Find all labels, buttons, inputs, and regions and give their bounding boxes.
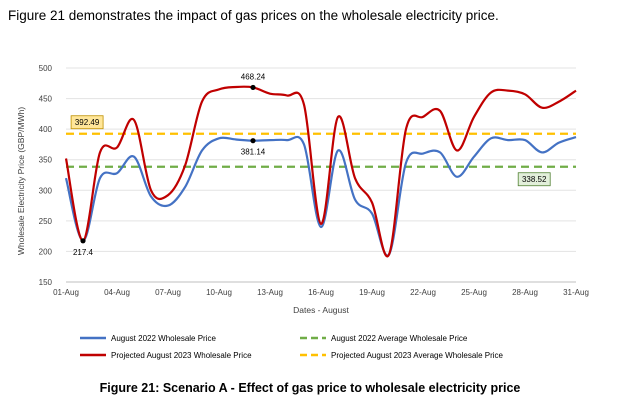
x-tick-label: 25-Aug bbox=[461, 288, 487, 297]
line-chart: 150 200 250 300 350 400 450 500 01-Aug 04-Aug 07-… bbox=[16, 64, 589, 360]
y-tick-label: 150 bbox=[39, 278, 53, 287]
callout-label: 392.49 bbox=[75, 118, 100, 127]
figure-caption: Figure 21: Scenario A - Effect of gas pr… bbox=[99, 381, 521, 395]
legend-label: August 2022 Average Wholesale Price bbox=[331, 334, 468, 343]
callout-label: 338.52 bbox=[522, 175, 547, 184]
intro-text: Figure 21 demonstrates the impact of gas… bbox=[8, 8, 499, 23]
y-tick-labels: 150 200 250 300 350 400 450 500 bbox=[39, 64, 53, 287]
y-tick-label: 250 bbox=[39, 217, 53, 226]
callout-box bbox=[70, 115, 104, 130]
series-line-1 bbox=[64, 135, 577, 257]
legend-label: Projected August 2023 Wholesale Price bbox=[111, 351, 252, 360]
annotation-marker bbox=[250, 138, 256, 144]
annotation-label: 468.24 bbox=[241, 72, 266, 81]
x-tick-label: 16-Aug bbox=[308, 288, 334, 297]
x-tick-label: 19-Aug bbox=[359, 288, 385, 297]
x-tick-label: 01-Aug bbox=[53, 288, 79, 297]
x-tick-label: 22-Aug bbox=[410, 288, 436, 297]
annotation-label: 217.4 bbox=[73, 248, 94, 257]
x-tick-label: 31-Aug bbox=[563, 288, 589, 297]
x-tick-label: 28-Aug bbox=[512, 288, 538, 297]
x-axis-label: Dates - August bbox=[293, 305, 349, 315]
legend-label: Projected August 2023 Average Wholesale … bbox=[331, 351, 504, 360]
annotation-label: 381.14 bbox=[241, 148, 266, 157]
y-tick-label: 400 bbox=[39, 125, 53, 134]
x-tick-label: 13-Aug bbox=[257, 288, 283, 297]
x-tick-label: 04-Aug bbox=[104, 288, 130, 297]
series-line-2 bbox=[64, 85, 577, 258]
callout-box bbox=[517, 172, 551, 187]
y-tick-label: 300 bbox=[39, 186, 53, 195]
x-tick-labels: 01-Aug 04-Aug 07-Aug 10-Aug 13-Aug 16-Aug 19-A… bbox=[53, 288, 589, 297]
grid-lines bbox=[66, 67, 576, 283]
x-tick-label: 10-Aug bbox=[206, 288, 232, 297]
y-tick-label: 350 bbox=[39, 156, 53, 165]
y-tick-label: 500 bbox=[39, 64, 53, 73]
y-tick-label: 200 bbox=[39, 247, 53, 256]
legend-label: August 2022 Wholesale Price bbox=[111, 334, 217, 343]
annotations: 468.24 381.14 217.4 392.49 338.52 bbox=[70, 72, 551, 257]
annotation-marker bbox=[80, 238, 86, 244]
y-tick-label: 450 bbox=[39, 95, 53, 104]
series-lines bbox=[64, 85, 577, 258]
x-tick-label: 07-Aug bbox=[155, 288, 181, 297]
y-axis-label: Wholesale Electricity Price (GBP/MWh) bbox=[16, 107, 26, 255]
legend: August 2022 Wholesale Price Projected Aug… bbox=[80, 334, 504, 360]
annotation-marker bbox=[250, 84, 256, 91]
